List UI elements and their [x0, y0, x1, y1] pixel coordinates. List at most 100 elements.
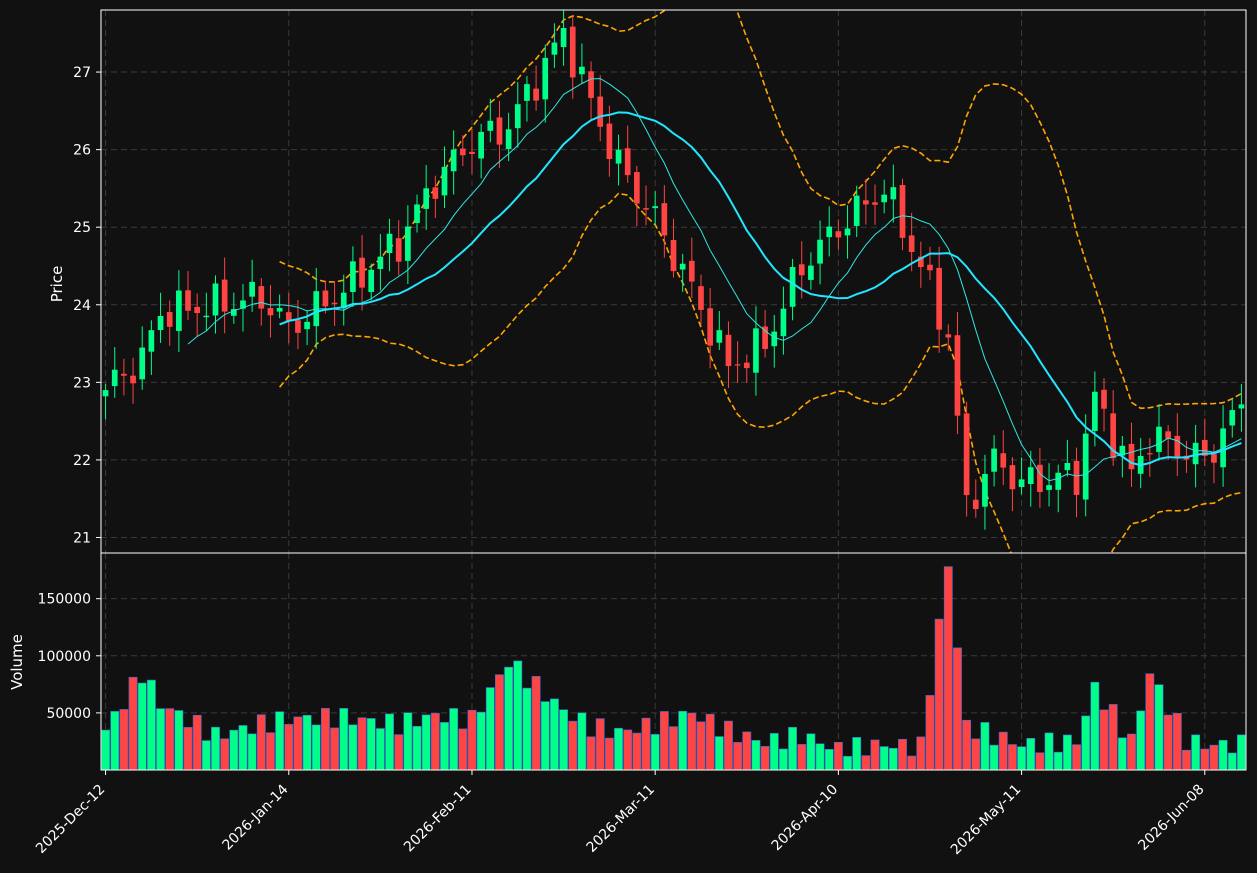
- candle-body: [597, 96, 604, 127]
- candle-body: [688, 260, 695, 282]
- volume-bar: [229, 729, 239, 771]
- candle-body: [643, 208, 649, 210]
- candle-body: [579, 66, 585, 75]
- candle-body: [395, 238, 402, 262]
- volume-bar: [201, 740, 211, 771]
- volume-bar: [989, 744, 999, 771]
- volume-bar: [101, 729, 111, 771]
- volume-bar: [522, 687, 532, 771]
- candle-body: [487, 120, 494, 131]
- candle-body: [1156, 426, 1162, 452]
- volume-bar: [1136, 710, 1146, 771]
- candle-body: [872, 202, 878, 205]
- volume-bar: [540, 701, 550, 771]
- candle-body: [1101, 389, 1107, 409]
- price-axis: 21 22 23 24 25 26 27: [73, 65, 101, 546]
- volume-bar: [128, 676, 138, 771]
- candle-body: [762, 326, 768, 349]
- volume-bar: [504, 666, 514, 771]
- volume-bar: [953, 647, 962, 771]
- candle-body: [798, 264, 805, 276]
- volume-bar: [110, 711, 120, 771]
- volume-bar: [1182, 749, 1191, 771]
- candle-body: [899, 185, 906, 238]
- volume-bar: [366, 718, 376, 771]
- volume-bar: [348, 724, 358, 771]
- candle-body: [982, 473, 988, 507]
- volume-bar: [403, 712, 413, 771]
- candle-body: [1046, 485, 1052, 490]
- bollinger-bands: [278, 10, 1242, 553]
- volume-bar: [412, 726, 422, 771]
- candle-body: [267, 308, 274, 316]
- volume-bar: [476, 711, 486, 771]
- candle-body: [203, 315, 210, 318]
- candle-body: [469, 151, 475, 154]
- volume-bar: [861, 755, 871, 771]
- candle-body: [258, 286, 265, 309]
- candle-body: [240, 300, 246, 309]
- candle-body: [881, 194, 888, 203]
- candle-body: [936, 267, 942, 330]
- candle-body: [340, 292, 347, 309]
- candle-body: [441, 166, 448, 196]
- volume-bar: [238, 725, 248, 771]
- volume-bar: [586, 736, 596, 771]
- candle-body: [221, 279, 228, 312]
- volume-bar: [888, 747, 898, 771]
- volume-bar: [1127, 733, 1136, 771]
- candle-body: [945, 334, 952, 338]
- candle-body: [844, 228, 851, 236]
- candle-body: [185, 290, 191, 311]
- volume-bar: [604, 737, 614, 771]
- volume-bar: [568, 720, 578, 771]
- candle-body: [624, 148, 631, 176]
- candle-body: [432, 187, 439, 199]
- volume-bar: [1218, 739, 1228, 771]
- price-axis-title: Price: [48, 266, 66, 303]
- upper-band-line: [279, 10, 1242, 410]
- volume-bar: [247, 733, 257, 771]
- volume-bar: [714, 736, 724, 771]
- candle-body: [863, 200, 869, 205]
- candle-body: [588, 71, 594, 98]
- candle-body: [386, 233, 393, 254]
- volume-bar: [733, 742, 743, 771]
- volume-bar: [220, 738, 230, 771]
- candle-body: [505, 129, 512, 150]
- candle-body: [1146, 453, 1153, 455]
- candle-body: [139, 347, 146, 380]
- candle-body: [1174, 435, 1181, 458]
- candles: [102, 10, 1245, 530]
- candle-body: [634, 172, 640, 204]
- candle-body: [917, 256, 924, 267]
- candle-body: [927, 264, 933, 271]
- candle-body: [698, 286, 704, 310]
- candle-body: [780, 308, 787, 337]
- volume-bar: [1007, 744, 1017, 771]
- volume-axis-title: Volume: [8, 634, 26, 690]
- volume-bar: [183, 727, 193, 771]
- volume-bar: [815, 743, 825, 771]
- volume-bar: [385, 713, 394, 771]
- volume-panel-frame: [100, 552, 1247, 771]
- volume-bar: [998, 731, 1008, 771]
- candle-body: [478, 131, 484, 159]
- volume-bar: [311, 724, 321, 771]
- volume-bar: [137, 682, 147, 771]
- volume-bar: [1227, 752, 1237, 771]
- volume-bar: [275, 711, 285, 771]
- candle-body: [1064, 462, 1071, 471]
- volume-bar: [1090, 681, 1100, 771]
- candle-body: [1211, 454, 1217, 463]
- candle-body: [1037, 464, 1043, 492]
- volume-bar: [174, 710, 184, 771]
- candle-body: [1128, 443, 1135, 470]
- candle-body: [249, 281, 255, 297]
- candle-body: [322, 290, 329, 307]
- lower-band-line: [278, 192, 1242, 553]
- volume-bar: [724, 720, 733, 771]
- candle-body: [1201, 439, 1208, 456]
- candle-body: [331, 302, 338, 304]
